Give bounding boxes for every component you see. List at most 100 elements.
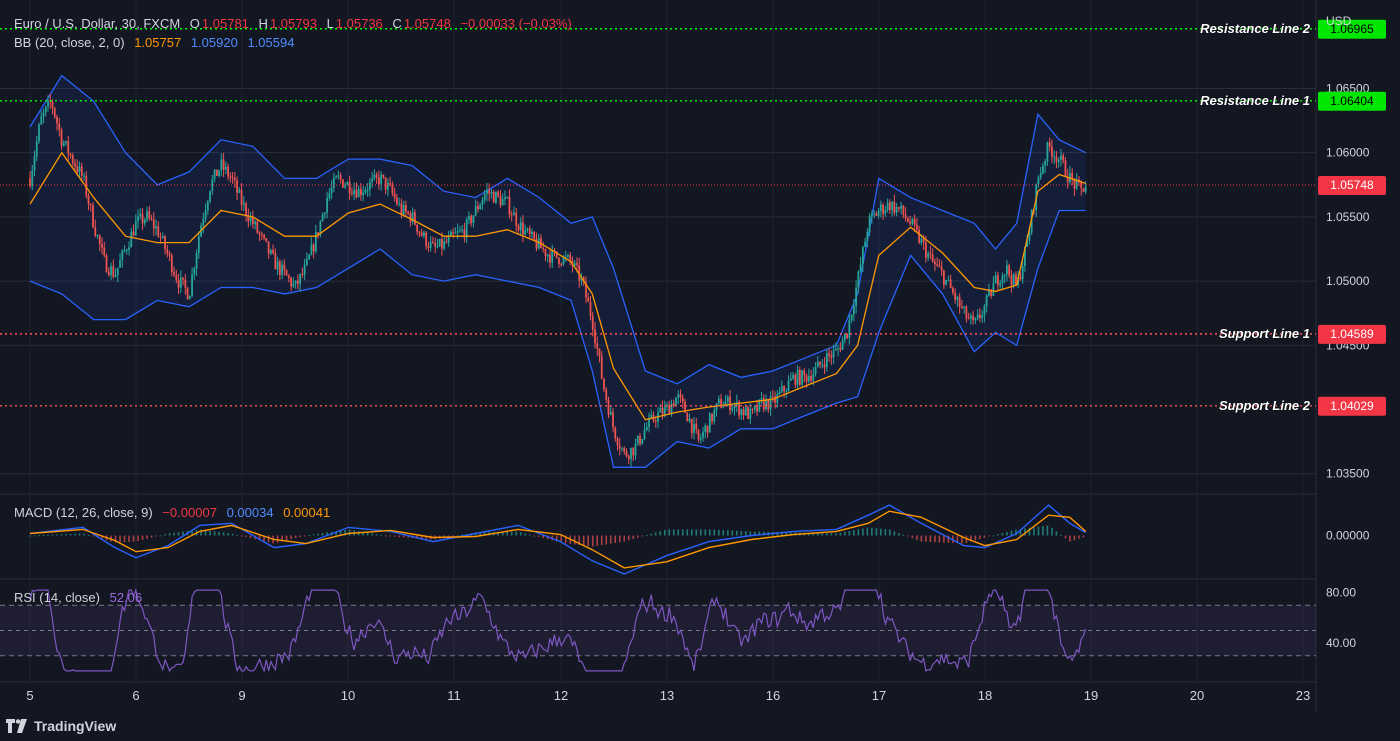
- candle-body: [596, 343, 599, 349]
- candle-body: [753, 406, 756, 410]
- candle-body: [98, 235, 101, 245]
- level-price-badge: [1318, 19, 1386, 39]
- candle-body: [1060, 155, 1062, 160]
- macd-bar: [1033, 527, 1035, 536]
- bb-label[interactable]: BB (20, close, 2, 0): [14, 35, 125, 50]
- candle-body: [706, 425, 709, 433]
- candle-body: [83, 175, 85, 177]
- macd-bar: [375, 534, 378, 536]
- candle-body: [332, 178, 335, 188]
- macd-bar: [1055, 531, 1058, 536]
- candle-body: [501, 199, 504, 206]
- tradingview-logo[interactable]: TradingView: [6, 718, 116, 734]
- candle-body: [60, 129, 63, 146]
- macd-bar: [785, 532, 788, 536]
- candle-body: [450, 232, 452, 237]
- level-price-label: 1.04589: [1330, 327, 1374, 341]
- candle-body: [774, 396, 776, 403]
- candle-body: [589, 301, 592, 317]
- time-tick-label: 12: [554, 688, 568, 703]
- macd-bar: [231, 533, 234, 536]
- candle-body: [999, 283, 1002, 286]
- candle-body: [614, 427, 617, 439]
- candle-body: [94, 227, 97, 236]
- candle-body: [463, 229, 466, 238]
- candle-body: [677, 394, 680, 398]
- candle-body: [780, 386, 783, 392]
- symbol-title[interactable]: Euro / U.S. Dollar, 30, FXCM: [14, 16, 181, 31]
- candle-body: [769, 396, 772, 410]
- candle-body: [488, 189, 491, 194]
- macd-bar: [573, 535, 576, 545]
- macd-bar: [267, 535, 270, 543]
- macd-bar: [929, 535, 932, 542]
- chart-canvas[interactable]: 1.035001.045001.050001.055001.060001.065…: [0, 0, 1400, 712]
- candle-body: [290, 278, 293, 287]
- candle-body: [911, 219, 914, 224]
- candle-body: [499, 195, 502, 206]
- candle-body: [308, 255, 311, 259]
- candle-body: [179, 277, 182, 288]
- candle-body: [726, 396, 729, 403]
- macd-label[interactable]: MACD (12, 26, close, 9): [14, 505, 153, 520]
- rsi-label[interactable]: RSI (14, close): [14, 590, 100, 605]
- candle-body: [1026, 240, 1029, 247]
- candle-body: [787, 380, 790, 391]
- candle-body: [1044, 161, 1047, 166]
- candle-body: [551, 249, 554, 263]
- macd-bar: [240, 535, 243, 537]
- candle-body: [771, 396, 774, 398]
- candle-body: [627, 456, 630, 460]
- candle-body: [76, 166, 79, 172]
- candle-body: [979, 314, 981, 319]
- candle-body: [740, 409, 743, 416]
- candle-body: [411, 212, 414, 222]
- price-tick-label: 1.03500: [1326, 467, 1370, 481]
- candle-body: [834, 348, 837, 351]
- macd-bar: [938, 535, 941, 543]
- price-axis: 1.035001.045001.050001.055001.060001.065…: [1326, 81, 1370, 480]
- candle-body: [402, 205, 405, 215]
- candle-body: [544, 249, 547, 257]
- macd-bar: [1046, 525, 1049, 536]
- macd-bar: [1051, 527, 1053, 536]
- candle-body: [452, 232, 455, 234]
- candle-body: [137, 216, 139, 222]
- candle-body: [553, 249, 556, 252]
- macd-bar: [866, 527, 869, 536]
- bb-legend: BB (20, close, 2, 0) 1.05757 1.05920 1.0…: [14, 35, 296, 50]
- candle-body: [504, 197, 506, 200]
- candle-body: [112, 266, 115, 277]
- candle-body: [387, 182, 389, 190]
- macd-bar: [402, 535, 405, 538]
- candle-body: [425, 232, 428, 247]
- macd-bar: [1078, 535, 1080, 539]
- candle-body: [861, 246, 864, 265]
- macd-bar: [317, 533, 319, 536]
- macd-bar: [303, 535, 306, 537]
- candle-body: [902, 205, 905, 215]
- candle-body: [965, 306, 968, 319]
- macd-bar: [690, 529, 693, 536]
- candle-body: [931, 254, 934, 262]
- candle-body: [1042, 165, 1044, 174]
- candle-body: [139, 213, 142, 217]
- macd-bar: [677, 529, 680, 536]
- macd-bar: [636, 535, 639, 538]
- candle-body: [384, 177, 387, 190]
- candle-body: [222, 159, 225, 170]
- macd-bar: [213, 531, 216, 536]
- candle-body: [42, 112, 45, 117]
- candle-body: [119, 260, 121, 268]
- candle-body: [888, 202, 891, 211]
- candle-body: [969, 315, 972, 319]
- macd-bar: [290, 535, 292, 540]
- candle-body: [269, 249, 272, 254]
- candle-body: [643, 430, 646, 440]
- macd-bar: [988, 535, 990, 537]
- candle-body: [517, 225, 520, 231]
- currency-label[interactable]: USD: [1326, 14, 1352, 28]
- candle-body: [938, 265, 941, 268]
- candle-body: [891, 201, 894, 211]
- candle-body: [708, 413, 711, 433]
